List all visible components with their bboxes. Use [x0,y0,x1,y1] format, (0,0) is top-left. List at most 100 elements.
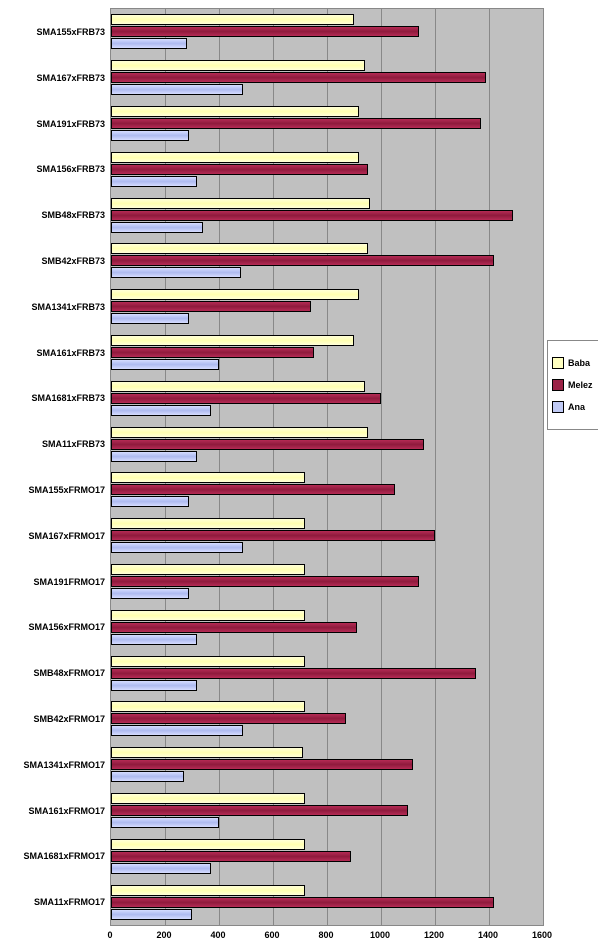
bar-baba [111,564,305,575]
category-label: SMA1681xFRB73 [31,393,105,403]
legend-item-baba: Baba [552,357,598,369]
x-tick: 1000 [370,930,390,940]
bar-ana [111,38,187,49]
legend-swatch-baba [552,357,564,369]
bar-group: SMB42xFRMO17 [111,701,543,736]
category-label: SMA191xFRB73 [36,119,105,129]
bar-melez [111,26,419,37]
bar-ana [111,817,219,828]
category-label: SMB48xFRMO17 [33,668,105,678]
legend-label: Ana [568,402,585,412]
bar-group: SMA1681xFRMO17 [111,839,543,874]
bar-ana [111,542,243,553]
bar-ana [111,313,189,324]
bar-melez [111,439,424,450]
bar-ana [111,405,211,416]
bar-melez [111,393,381,404]
bar-ana [111,771,184,782]
bar-group: SMA1341xFRB73 [111,289,543,324]
category-label: SMA11xFRMO17 [34,897,105,907]
bar-baba [111,472,305,483]
x-tick: 1600 [532,930,552,940]
x-tick: 800 [318,930,333,940]
bar-melez [111,576,419,587]
bar-group: SMA155xFRB73 [111,14,543,49]
category-label: SMA191FRMO17 [33,577,105,587]
bar-group: SMB42xFRB73 [111,243,543,278]
category-label: SMA11xFRB73 [42,439,105,449]
bar-baba [111,381,365,392]
bar-group: SMA156xFRMO17 [111,610,543,645]
category-label: SMA1681xFRMO17 [23,851,105,861]
bar-baba [111,289,359,300]
bar-baba [111,60,365,71]
gridline [273,9,274,925]
category-label: SMB42xFRMO17 [33,714,105,724]
x-tick: 200 [156,930,171,940]
bar-group: SMA161xFRB73 [111,335,543,370]
bar-baba [111,839,305,850]
bar-baba [111,518,305,529]
bar-ana [111,680,197,691]
gridline [327,9,328,925]
bar-group: SMA156xFRB73 [111,152,543,187]
bar-baba [111,198,370,209]
gridline [435,9,436,925]
bar-baba [111,747,303,758]
bar-group: SMA1681xFRB73 [111,381,543,416]
bar-ana [111,222,203,233]
legend-swatch-ana [552,401,564,413]
bar-baba [111,793,305,804]
legend-item-melez: Melez [552,379,598,391]
category-label: SMA161xFRB73 [36,348,105,358]
gridline [381,9,382,925]
bar-ana [111,909,192,920]
bar-ana [111,451,197,462]
bar-ana [111,84,243,95]
category-label: SMB48xFRB73 [41,210,105,220]
bar-melez [111,897,494,908]
category-label: SMA155xFRB73 [36,27,105,37]
bar-baba [111,427,368,438]
bar-baba [111,885,305,896]
bar-group: SMA1341xFRMO17 [111,747,543,782]
gridline [489,9,490,925]
bar-melez [111,759,413,770]
x-tick: 1400 [478,930,498,940]
bar-group: SMB48xFRMO17 [111,656,543,691]
bar-melez [111,668,476,679]
category-label: SMA167xFRMO17 [28,531,105,541]
x-tick: 400 [210,930,225,940]
bar-group: SMA191FRMO17 [111,564,543,599]
bar-baba [111,14,354,25]
bar-group: SMB48xFRB73 [111,198,543,233]
bar-group: SMA167xFRB73 [111,60,543,95]
bar-ana [111,130,189,141]
bar-baba [111,152,359,163]
legend: Baba Melez Ana [547,340,598,430]
category-label: SMA156xFRB73 [36,164,105,174]
bar-melez [111,484,395,495]
gridline [165,9,166,925]
bar-ana [111,634,197,645]
bar-melez [111,118,481,129]
bar-group: SMA155xFRMO17 [111,472,543,507]
bar-melez [111,851,351,862]
bar-baba [111,243,368,254]
bar-melez [111,713,346,724]
bar-ana [111,267,241,278]
bar-melez [111,805,408,816]
bar-group: SMA11xFRB73 [111,427,543,462]
bar-group: SMA161xFRMO17 [111,793,543,828]
bar-group: SMA167xFRMO17 [111,518,543,553]
category-label: SMA1341xFRMO17 [23,760,105,770]
category-label: SMA167xFRB73 [36,73,105,83]
bar-melez [111,164,368,175]
x-tick: 0 [107,930,112,940]
bar-baba [111,335,354,346]
plot-area: SMA155xFRB73SMA167xFRB73SMA191xFRB73SMA1… [110,8,544,926]
bar-baba [111,610,305,621]
bar-melez [111,347,314,358]
gridline [219,9,220,925]
bar-ana [111,496,189,507]
